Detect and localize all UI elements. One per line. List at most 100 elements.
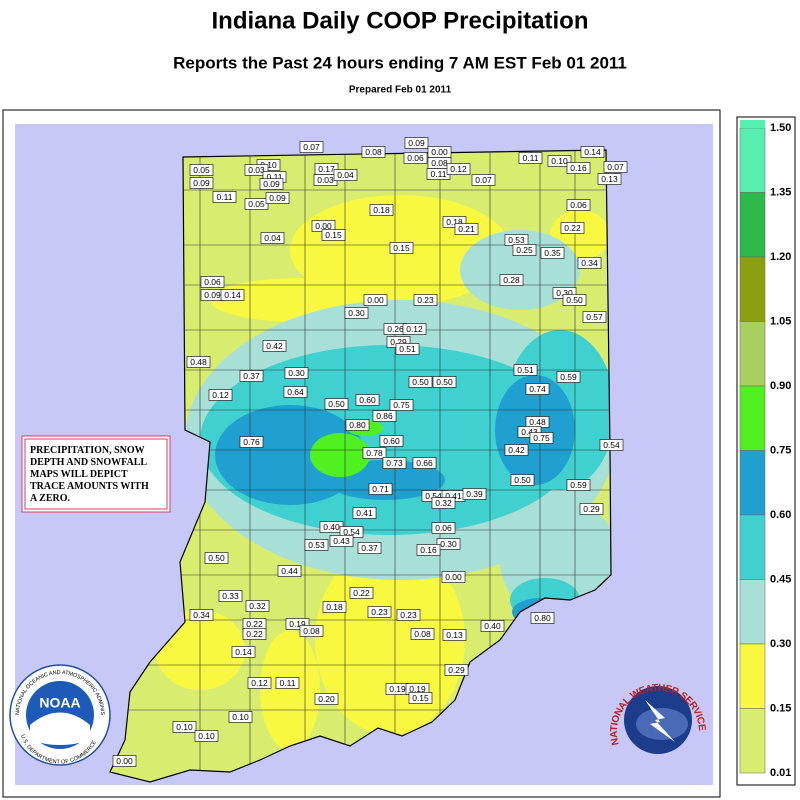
station-value: 0.50	[436, 377, 453, 387]
note-line: A ZERO.	[30, 493, 71, 504]
station-box	[363, 294, 388, 306]
station-value: 0.07	[607, 162, 624, 172]
station-box	[277, 565, 302, 577]
nws-cloud	[636, 708, 688, 740]
station-value: 0.29	[448, 665, 465, 675]
station-box	[189, 609, 214, 621]
legend-swatch	[739, 321, 766, 387]
station-box	[245, 600, 270, 612]
station-value: 0.23	[400, 610, 417, 620]
station-value: 0.59	[570, 480, 587, 490]
station-value: 0.10	[198, 731, 215, 741]
note-box-inner	[24, 438, 168, 510]
station-value: 0.73	[386, 458, 403, 468]
station-value: 0.86	[376, 411, 393, 421]
station-box	[322, 601, 347, 613]
station-value: 0.44	[281, 566, 298, 576]
station-value: 0.20	[318, 694, 335, 704]
station-value: 0.21	[458, 224, 475, 234]
station-box	[547, 155, 572, 167]
station-box	[275, 677, 300, 689]
station-box	[189, 164, 214, 176]
station-box	[186, 356, 211, 368]
legend-label: 0.30	[770, 638, 791, 650]
station-box	[239, 436, 264, 448]
station-value: 0.53	[308, 540, 325, 550]
station-value: 0.60	[359, 395, 376, 405]
station-value: 0.14	[235, 647, 252, 657]
station-box	[432, 376, 457, 388]
station-value: 0.37	[243, 371, 260, 381]
station-value: 0.28	[503, 275, 520, 285]
legend-swatch	[739, 579, 766, 645]
station-box	[513, 364, 538, 376]
station-box	[530, 612, 555, 624]
station-value: 0.48	[529, 417, 546, 427]
station-box	[518, 152, 543, 164]
station-box	[204, 552, 229, 564]
station-value: 0.05	[193, 165, 210, 175]
station-box	[442, 629, 467, 641]
station-value: 0.37	[361, 543, 378, 553]
note-line: TRACE AMOUNTS WITH	[30, 481, 149, 492]
station-value: 0.00	[431, 147, 448, 157]
station-box	[361, 146, 386, 158]
station-value: 0.11	[280, 678, 296, 688]
station-value: 0.07	[475, 175, 492, 185]
note-line: MAPS WILL DEPICT	[30, 469, 128, 480]
station-value: 0.09	[204, 290, 221, 300]
station-box	[597, 173, 622, 185]
station-box	[395, 343, 420, 355]
station-box	[556, 371, 581, 383]
station-value: 0.06	[570, 200, 587, 210]
legend-label: 0.01	[770, 767, 791, 779]
stations: 0.07 0.080.090.060.000.080.11 0.120.070.11…	[112, 137, 628, 767]
station-box	[540, 247, 565, 259]
legend-swatch	[739, 643, 766, 709]
station-box	[189, 177, 214, 189]
station-box	[404, 137, 429, 149]
station-box	[369, 204, 394, 216]
prepared: Prepared Feb 01 2011	[349, 85, 452, 96]
station-box	[362, 447, 387, 459]
station-box	[239, 370, 264, 382]
station-box	[382, 457, 407, 469]
station-value: 0.22	[246, 629, 263, 639]
legend-cap	[740, 120, 765, 128]
station-value: 0.23	[371, 607, 388, 617]
station-box	[560, 222, 585, 234]
station-box	[512, 244, 537, 256]
nws-bolt	[645, 700, 675, 742]
station-value: 0.06	[407, 153, 424, 163]
station-value: 0.10	[551, 156, 568, 166]
station-box	[412, 457, 437, 469]
station-value: 0.51	[399, 344, 416, 354]
station-value: 0.74	[529, 384, 546, 394]
station-value: 0.39	[466, 489, 483, 499]
station-box	[562, 294, 587, 306]
station-value: 0.12	[406, 324, 423, 334]
station-box	[299, 141, 324, 153]
station-box	[265, 192, 290, 204]
station-value: 0.10	[232, 712, 249, 722]
station-box	[285, 618, 310, 630]
station-box	[566, 162, 591, 174]
station-box	[231, 646, 256, 658]
station-value: 0.30	[440, 539, 457, 549]
station-box	[355, 394, 380, 406]
station-box	[580, 146, 605, 158]
legend-label: 0.45	[770, 573, 791, 585]
station-value: 0.75	[533, 433, 550, 443]
legend-swatch	[739, 192, 766, 258]
station-value: 0.16	[570, 163, 587, 173]
station-value: 0.12	[450, 164, 467, 174]
station-value: 0.30	[556, 288, 573, 298]
station-box	[208, 389, 233, 401]
station-value: 0.33	[222, 591, 239, 601]
station-box	[579, 503, 604, 515]
station-box	[242, 628, 267, 640]
station-box	[499, 274, 524, 286]
station-value: 0.08	[365, 147, 382, 157]
station-box	[247, 677, 272, 689]
